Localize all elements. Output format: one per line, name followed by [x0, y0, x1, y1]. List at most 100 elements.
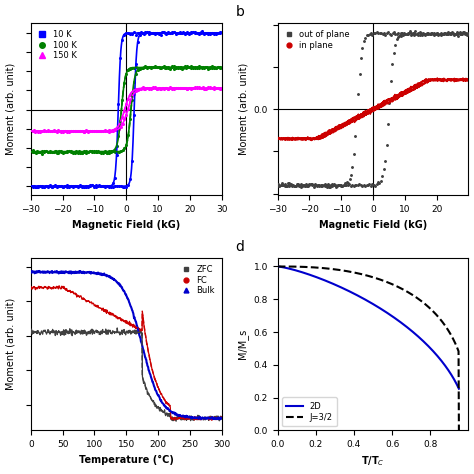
Point: [76, 127, 84, 135]
Point: [105, 128, 113, 136]
Point: [307, 180, 315, 188]
Point: [33, 127, 40, 135]
Point: [368, 181, 376, 188]
Point: [55, 147, 63, 155]
Point: [33, 127, 40, 135]
Point: [380, 29, 388, 37]
Point: [29, 127, 36, 135]
Point: [314, 182, 321, 189]
Point: [134, 30, 141, 37]
Point: [33, 183, 40, 191]
Point: [413, 30, 420, 38]
Point: [338, 182, 346, 189]
Point: [74, 128, 82, 135]
Point: [369, 31, 376, 38]
Point: [153, 29, 160, 36]
Point: [327, 182, 335, 189]
Point: [159, 64, 166, 71]
Point: [65, 182, 73, 190]
Point: [195, 30, 203, 38]
Point: [132, 64, 139, 71]
Point: [44, 183, 52, 191]
Point: [92, 148, 100, 155]
Point: [115, 125, 122, 132]
Point: [439, 30, 447, 38]
Point: [304, 182, 311, 189]
Point: [117, 124, 124, 131]
Point: [27, 182, 35, 190]
Point: [163, 64, 170, 71]
Point: [69, 149, 76, 157]
Point: [128, 92, 136, 100]
Point: [130, 87, 137, 94]
Point: [205, 84, 212, 92]
Point: [274, 181, 282, 189]
Point: [168, 63, 176, 70]
Point: [183, 29, 191, 36]
Point: [463, 30, 471, 38]
Point: [143, 84, 151, 92]
Point: [151, 29, 158, 37]
Point: [100, 182, 107, 190]
Point: [316, 181, 323, 189]
Point: [182, 64, 189, 72]
Point: [161, 84, 168, 92]
Point: [187, 63, 195, 70]
Point: [426, 30, 433, 37]
Point: [139, 64, 147, 72]
Point: [42, 127, 50, 135]
Point: [164, 85, 172, 93]
Point: [58, 148, 65, 155]
Point: [400, 29, 408, 37]
Point: [278, 181, 286, 189]
Point: [463, 31, 471, 38]
Point: [111, 127, 118, 134]
Point: [147, 85, 155, 92]
Point: [79, 149, 86, 157]
Point: [139, 84, 147, 91]
Point: [96, 128, 103, 135]
Point: [65, 128, 73, 136]
Point: [92, 127, 100, 135]
Point: [94, 128, 101, 135]
Point: [214, 29, 222, 36]
Point: [292, 182, 299, 190]
Y-axis label: Moment (arb. unit): Moment (arb. unit): [6, 63, 16, 155]
Point: [134, 85, 141, 93]
Point: [125, 105, 132, 112]
Point: [393, 30, 401, 37]
Point: [136, 85, 144, 93]
Point: [46, 182, 54, 189]
Point: [75, 182, 82, 190]
Point: [182, 29, 189, 37]
Point: [291, 182, 299, 190]
Point: [88, 182, 96, 189]
Point: [334, 181, 342, 189]
Point: [105, 182, 113, 190]
Legend: 10 K, 100 K, 150 K: 10 K, 100 K, 150 K: [35, 27, 79, 63]
Point: [320, 182, 328, 189]
Point: [301, 182, 309, 190]
Point: [310, 183, 318, 191]
Point: [118, 183, 126, 191]
Point: [67, 182, 75, 190]
Point: [161, 85, 168, 93]
Point: [443, 30, 451, 37]
Legend: out of plane, in plane: out of plane, in plane: [282, 27, 353, 52]
Point: [199, 84, 206, 91]
Point: [384, 28, 392, 36]
Point: [455, 29, 462, 37]
Point: [36, 148, 44, 155]
Point: [155, 29, 162, 37]
Point: [436, 30, 444, 37]
Point: [320, 182, 328, 189]
Point: [406, 29, 413, 37]
X-axis label: Magnetic Field (kG): Magnetic Field (kG): [72, 219, 180, 229]
Point: [383, 30, 391, 37]
Point: [300, 182, 308, 189]
Point: [82, 127, 90, 134]
Point: [450, 30, 458, 37]
Point: [48, 183, 55, 191]
Point: [326, 183, 333, 191]
Point: [182, 30, 189, 38]
